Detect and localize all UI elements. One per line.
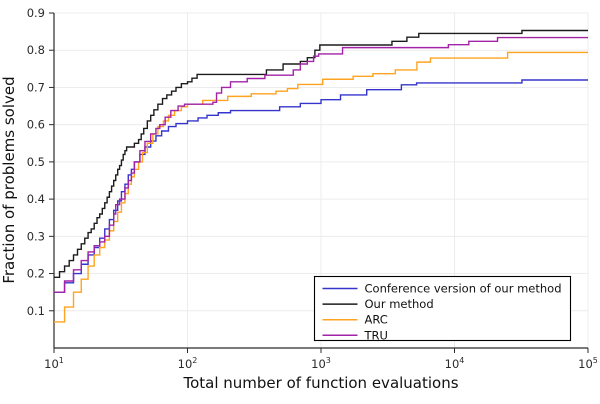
series-line-our-method [54, 29, 588, 278]
legend-item: Conference version of our method [322, 282, 562, 296]
x-tick-label: 104 [445, 356, 465, 371]
y-tick-label: 0.8 [27, 43, 45, 57]
series-line-conference-version-of-our-method [54, 79, 588, 293]
y-tick-label: 0.9 [27, 6, 45, 20]
series-lines [54, 29, 588, 323]
y-axis-label: Fraction of problems solved [0, 76, 18, 283]
x-tick-label: 101 [44, 356, 64, 371]
x-tick-label: 103 [311, 356, 331, 371]
y-tick-label: 0.2 [27, 267, 45, 281]
tick-labels: 0.1 0.2 0.3 0.4 0.5 0.6 0.7 0.8 0.9 101 102 103 104 1… [27, 6, 598, 371]
x-axis-label: Total number of function evaluations [182, 374, 458, 392]
y-tick-label: 0.4 [27, 192, 45, 206]
y-tick-label: 0.6 [27, 118, 45, 132]
legend-label: ARC [365, 313, 388, 327]
legend-label: Our method [365, 297, 434, 311]
legend-item: ARC [322, 313, 388, 327]
y-tick-label: 0.5 [27, 155, 45, 169]
x-tick-label: 105 [578, 356, 598, 371]
series-line-tru [54, 36, 588, 293]
y-tick-label: 0.1 [27, 304, 45, 318]
legend-label: TRU [364, 328, 388, 342]
legend-box [313, 275, 572, 342]
legend-item: Our method [322, 297, 434, 311]
y-tick-label: 0.3 [27, 229, 45, 243]
y-tick-label: 0.7 [27, 80, 45, 94]
legend-label: Conference version of our method [365, 282, 562, 296]
legend-item: TRU [322, 328, 388, 342]
x-tick-label: 102 [178, 356, 198, 371]
